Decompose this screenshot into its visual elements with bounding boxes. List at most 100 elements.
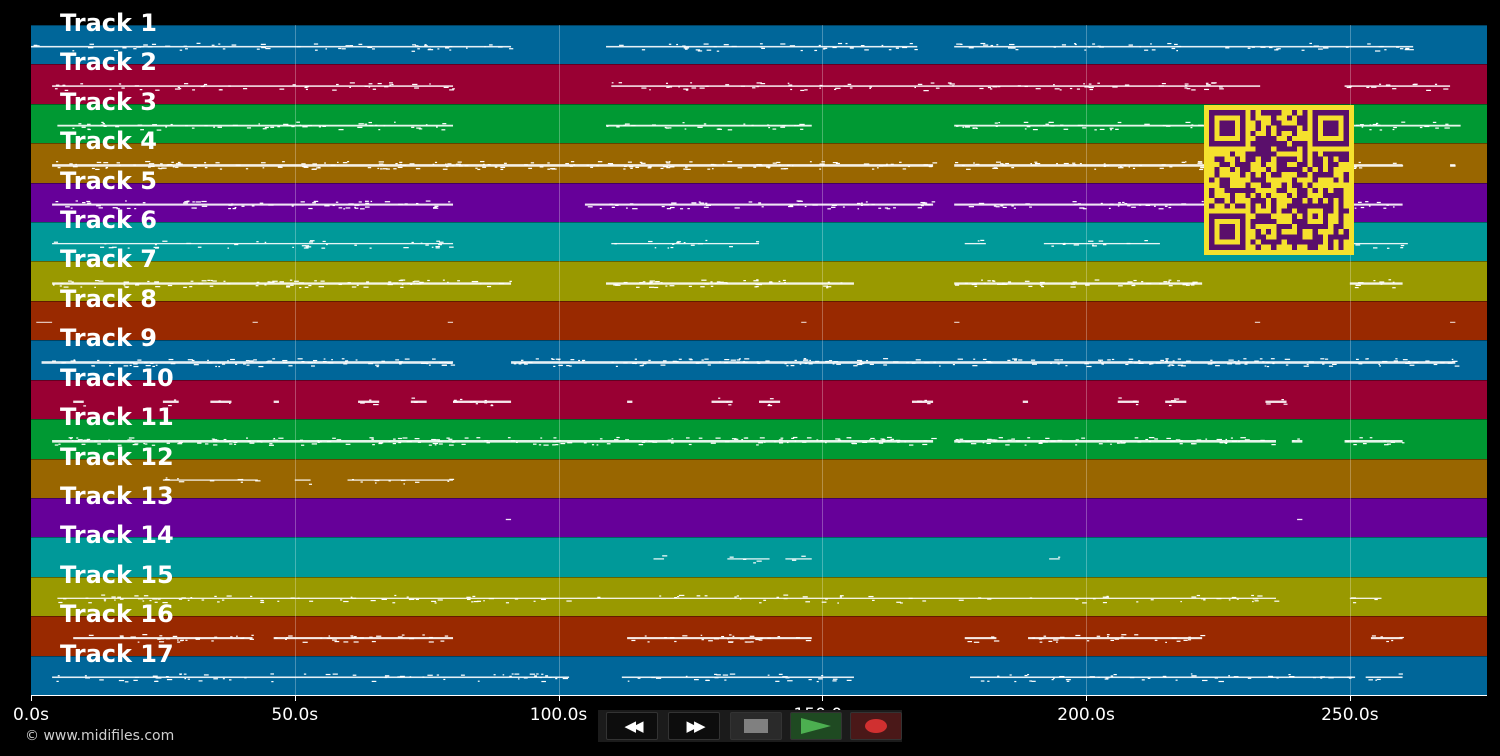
note [1057, 439, 1063, 442]
note [328, 362, 334, 364]
note [695, 362, 700, 364]
note [1029, 680, 1033, 682]
note [857, 359, 862, 362]
track-label: Track 16 [60, 600, 174, 629]
note [965, 441, 971, 443]
note [449, 46, 453, 48]
note [618, 82, 623, 84]
note-run [954, 203, 1403, 206]
note [394, 594, 397, 597]
note [159, 168, 163, 170]
note [1384, 49, 1387, 51]
note [341, 48, 346, 50]
note [993, 640, 1000, 642]
note [197, 246, 202, 248]
note [655, 281, 660, 283]
note [1244, 439, 1250, 441]
note [55, 201, 59, 203]
note-run [727, 558, 770, 560]
x-tick-mark [1349, 695, 1351, 701]
note [85, 677, 90, 679]
note [812, 204, 818, 206]
note [94, 440, 98, 442]
note [869, 87, 871, 90]
note [203, 85, 206, 87]
note [924, 399, 928, 402]
note [682, 45, 686, 47]
x-tick-mark [558, 695, 560, 701]
note [207, 279, 211, 281]
note [445, 163, 447, 165]
record-button[interactable] [850, 712, 902, 740]
note [756, 85, 759, 88]
note [955, 162, 959, 164]
note [290, 284, 294, 286]
note [1399, 48, 1404, 50]
note [978, 202, 985, 205]
note [1007, 439, 1012, 441]
note [627, 680, 630, 682]
note [666, 127, 672, 129]
note [1127, 205, 1131, 207]
note [267, 360, 272, 362]
note [902, 46, 908, 49]
note [374, 482, 377, 484]
stop-button[interactable] [730, 712, 782, 740]
note [211, 438, 215, 440]
note [228, 85, 231, 87]
note-run [57, 597, 1276, 599]
note [822, 163, 825, 165]
note [177, 639, 179, 641]
note [783, 597, 788, 600]
note [914, 86, 917, 89]
note [477, 680, 480, 682]
rewind-button[interactable]: ◀◀ [606, 712, 658, 740]
note [360, 481, 363, 483]
note [1128, 166, 1131, 168]
note [1285, 364, 1289, 366]
note [354, 204, 360, 206]
fast-forward-button[interactable]: ▶▶ [668, 712, 720, 740]
note [350, 635, 354, 637]
note [191, 127, 195, 129]
note [570, 359, 575, 361]
note [1262, 361, 1265, 363]
note [954, 284, 960, 286]
note [86, 438, 91, 441]
note [351, 636, 357, 638]
note [183, 286, 187, 288]
note [137, 359, 142, 361]
note [1171, 47, 1176, 50]
note [686, 168, 691, 170]
note [562, 677, 568, 680]
note [997, 675, 1000, 677]
note [1444, 127, 1450, 129]
note [228, 207, 231, 210]
note-run [964, 242, 986, 245]
note [324, 162, 326, 164]
note [832, 678, 838, 680]
note [1359, 124, 1364, 126]
note [494, 166, 498, 168]
track-band [31, 340, 1487, 381]
play-button[interactable] [790, 712, 842, 740]
note [905, 362, 910, 364]
note [995, 125, 998, 127]
note [1386, 204, 1389, 206]
note [865, 201, 868, 203]
note [198, 680, 203, 682]
note [165, 126, 168, 128]
note [869, 86, 873, 88]
note [425, 244, 429, 246]
note [123, 284, 126, 286]
note [1225, 442, 1227, 445]
note [639, 282, 643, 284]
note [763, 441, 766, 443]
note [498, 46, 503, 48]
note [1135, 403, 1139, 406]
note [469, 401, 473, 403]
note [827, 208, 831, 210]
note [883, 358, 889, 360]
note [758, 442, 764, 444]
